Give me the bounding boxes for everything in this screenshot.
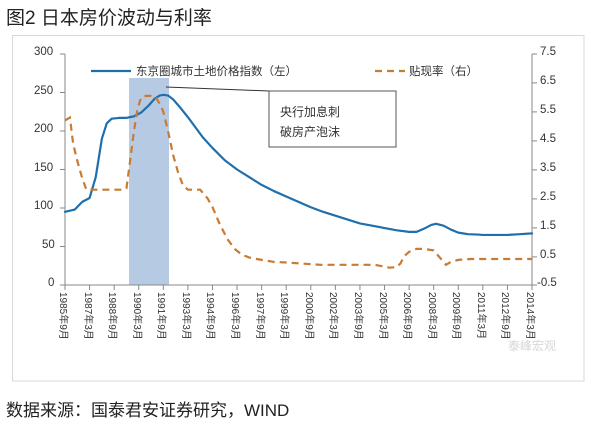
- svg-text:泰峰宏观: 泰峰宏观: [508, 338, 556, 353]
- svg-text:东京圈城市土地价格指数（左）: 东京圈城市土地价格指数（左）: [136, 64, 297, 78]
- svg-text:央行加息刺: 央行加息刺: [280, 104, 340, 119]
- svg-text:破房产泡沫: 破房产泡沫: [280, 124, 340, 139]
- svg-text:贴现率（右）: 贴现率（右）: [409, 64, 478, 78]
